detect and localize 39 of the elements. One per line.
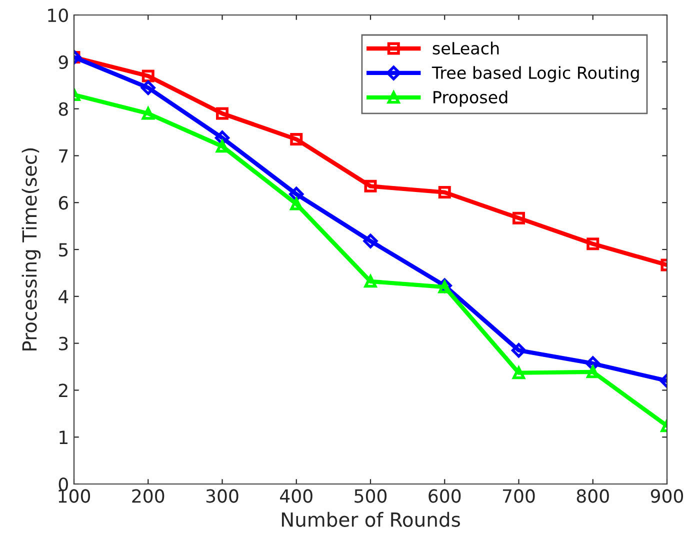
point — [363, 234, 378, 248]
x-tick-label: 400 — [280, 489, 312, 503]
point — [142, 107, 154, 120]
point — [586, 366, 600, 378]
point — [438, 186, 451, 199]
point — [586, 238, 600, 250]
point — [512, 212, 525, 224]
x-tick-label: 200 — [132, 489, 164, 503]
y-tick-label: 5 — [59, 243, 68, 257]
y-tick-label: 3 — [59, 336, 68, 350]
x-tick-label: 700 — [503, 489, 535, 503]
y-tick-label: 9 — [58, 55, 68, 70]
point — [364, 180, 377, 192]
x-tick-label: 600 — [428, 489, 461, 503]
point — [364, 275, 377, 288]
point — [290, 198, 303, 210]
point — [290, 133, 303, 146]
point — [511, 343, 526, 358]
x-tick-label: 300 — [206, 489, 238, 503]
y-axis-title: Processing Time(sec) — [22, 148, 41, 350]
point — [140, 80, 156, 95]
y-tick-label: 2 — [58, 384, 68, 398]
y-tick-label: 6 — [58, 196, 68, 210]
y-tick-label: 8 — [58, 102, 68, 116]
legend-label: seLeach — [432, 42, 499, 55]
y-tick-label: 10 — [48, 8, 68, 22]
point — [142, 70, 154, 82]
y-tick-label: 4 — [58, 290, 68, 304]
point — [216, 107, 228, 120]
x-axis-title: Number of Rounds — [282, 512, 460, 527]
y-tick-label: 7 — [59, 149, 68, 163]
x-tick-label: 900 — [650, 489, 684, 503]
legend-label: Proposed — [434, 90, 508, 107]
point — [289, 186, 304, 202]
x-tick-label: 800 — [576, 489, 609, 503]
x-tick-label: 100 — [58, 489, 90, 503]
y-tick-label: 1 — [60, 430, 68, 444]
x-tick-label: 500 — [354, 489, 387, 503]
legend-label: Tree based Logic Routing — [432, 66, 639, 82]
